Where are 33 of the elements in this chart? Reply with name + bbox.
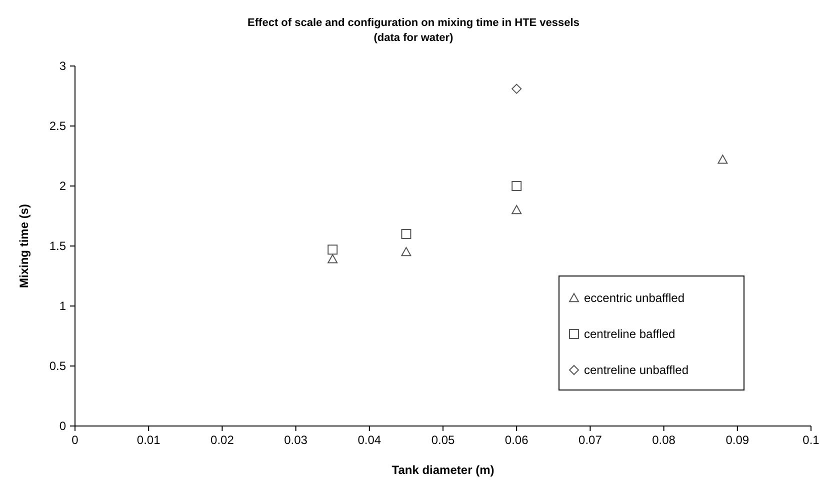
x-tick-label: 0.07 bbox=[578, 433, 602, 447]
point bbox=[718, 154, 728, 164]
y-tick-label: 2 bbox=[59, 179, 66, 193]
x-tick-label: 0.1 bbox=[802, 433, 820, 447]
x-tick-label: 0.02 bbox=[210, 433, 234, 447]
y-tick-label: 0.5 bbox=[49, 359, 66, 373]
point bbox=[512, 181, 522, 191]
x-tick-label: 0.05 bbox=[431, 433, 455, 447]
y-tick-label: 0 bbox=[59, 419, 66, 433]
y-tick-label: 2.5 bbox=[49, 119, 66, 133]
x-tick-label: 0.01 bbox=[136, 433, 161, 447]
y-tick-label: 1 bbox=[59, 299, 66, 313]
chart-title: Effect of scale and configuration on mixing time in HTE vessels bbox=[248, 17, 580, 29]
point bbox=[401, 229, 412, 239]
y-tick-label: 3 bbox=[59, 59, 66, 73]
x-tick-label: 0.03 bbox=[284, 433, 308, 447]
legend-label: centreline baffled bbox=[584, 327, 676, 341]
point bbox=[328, 254, 338, 264]
y-tick-label: 1.5 bbox=[49, 239, 66, 253]
x-tick-label: 0.08 bbox=[652, 433, 676, 447]
y-axis-title: Mixing time (s) bbox=[17, 204, 31, 288]
point bbox=[512, 84, 522, 94]
x-tick-label: 0.04 bbox=[358, 433, 382, 447]
point bbox=[328, 244, 338, 255]
point bbox=[512, 205, 522, 214]
x-tick-label: 0.06 bbox=[504, 433, 529, 447]
legend-label: centreline unbaffled bbox=[584, 363, 689, 377]
legend-label: eccentric unbaffled bbox=[584, 291, 685, 305]
x-axis-title: Tank diameter (m) bbox=[392, 463, 494, 477]
point bbox=[401, 247, 412, 256]
x-tick-label: 0.09 bbox=[726, 433, 750, 447]
chart-subtitle: (data for water) bbox=[374, 32, 454, 44]
x-tick-label: 0 bbox=[72, 433, 79, 447]
